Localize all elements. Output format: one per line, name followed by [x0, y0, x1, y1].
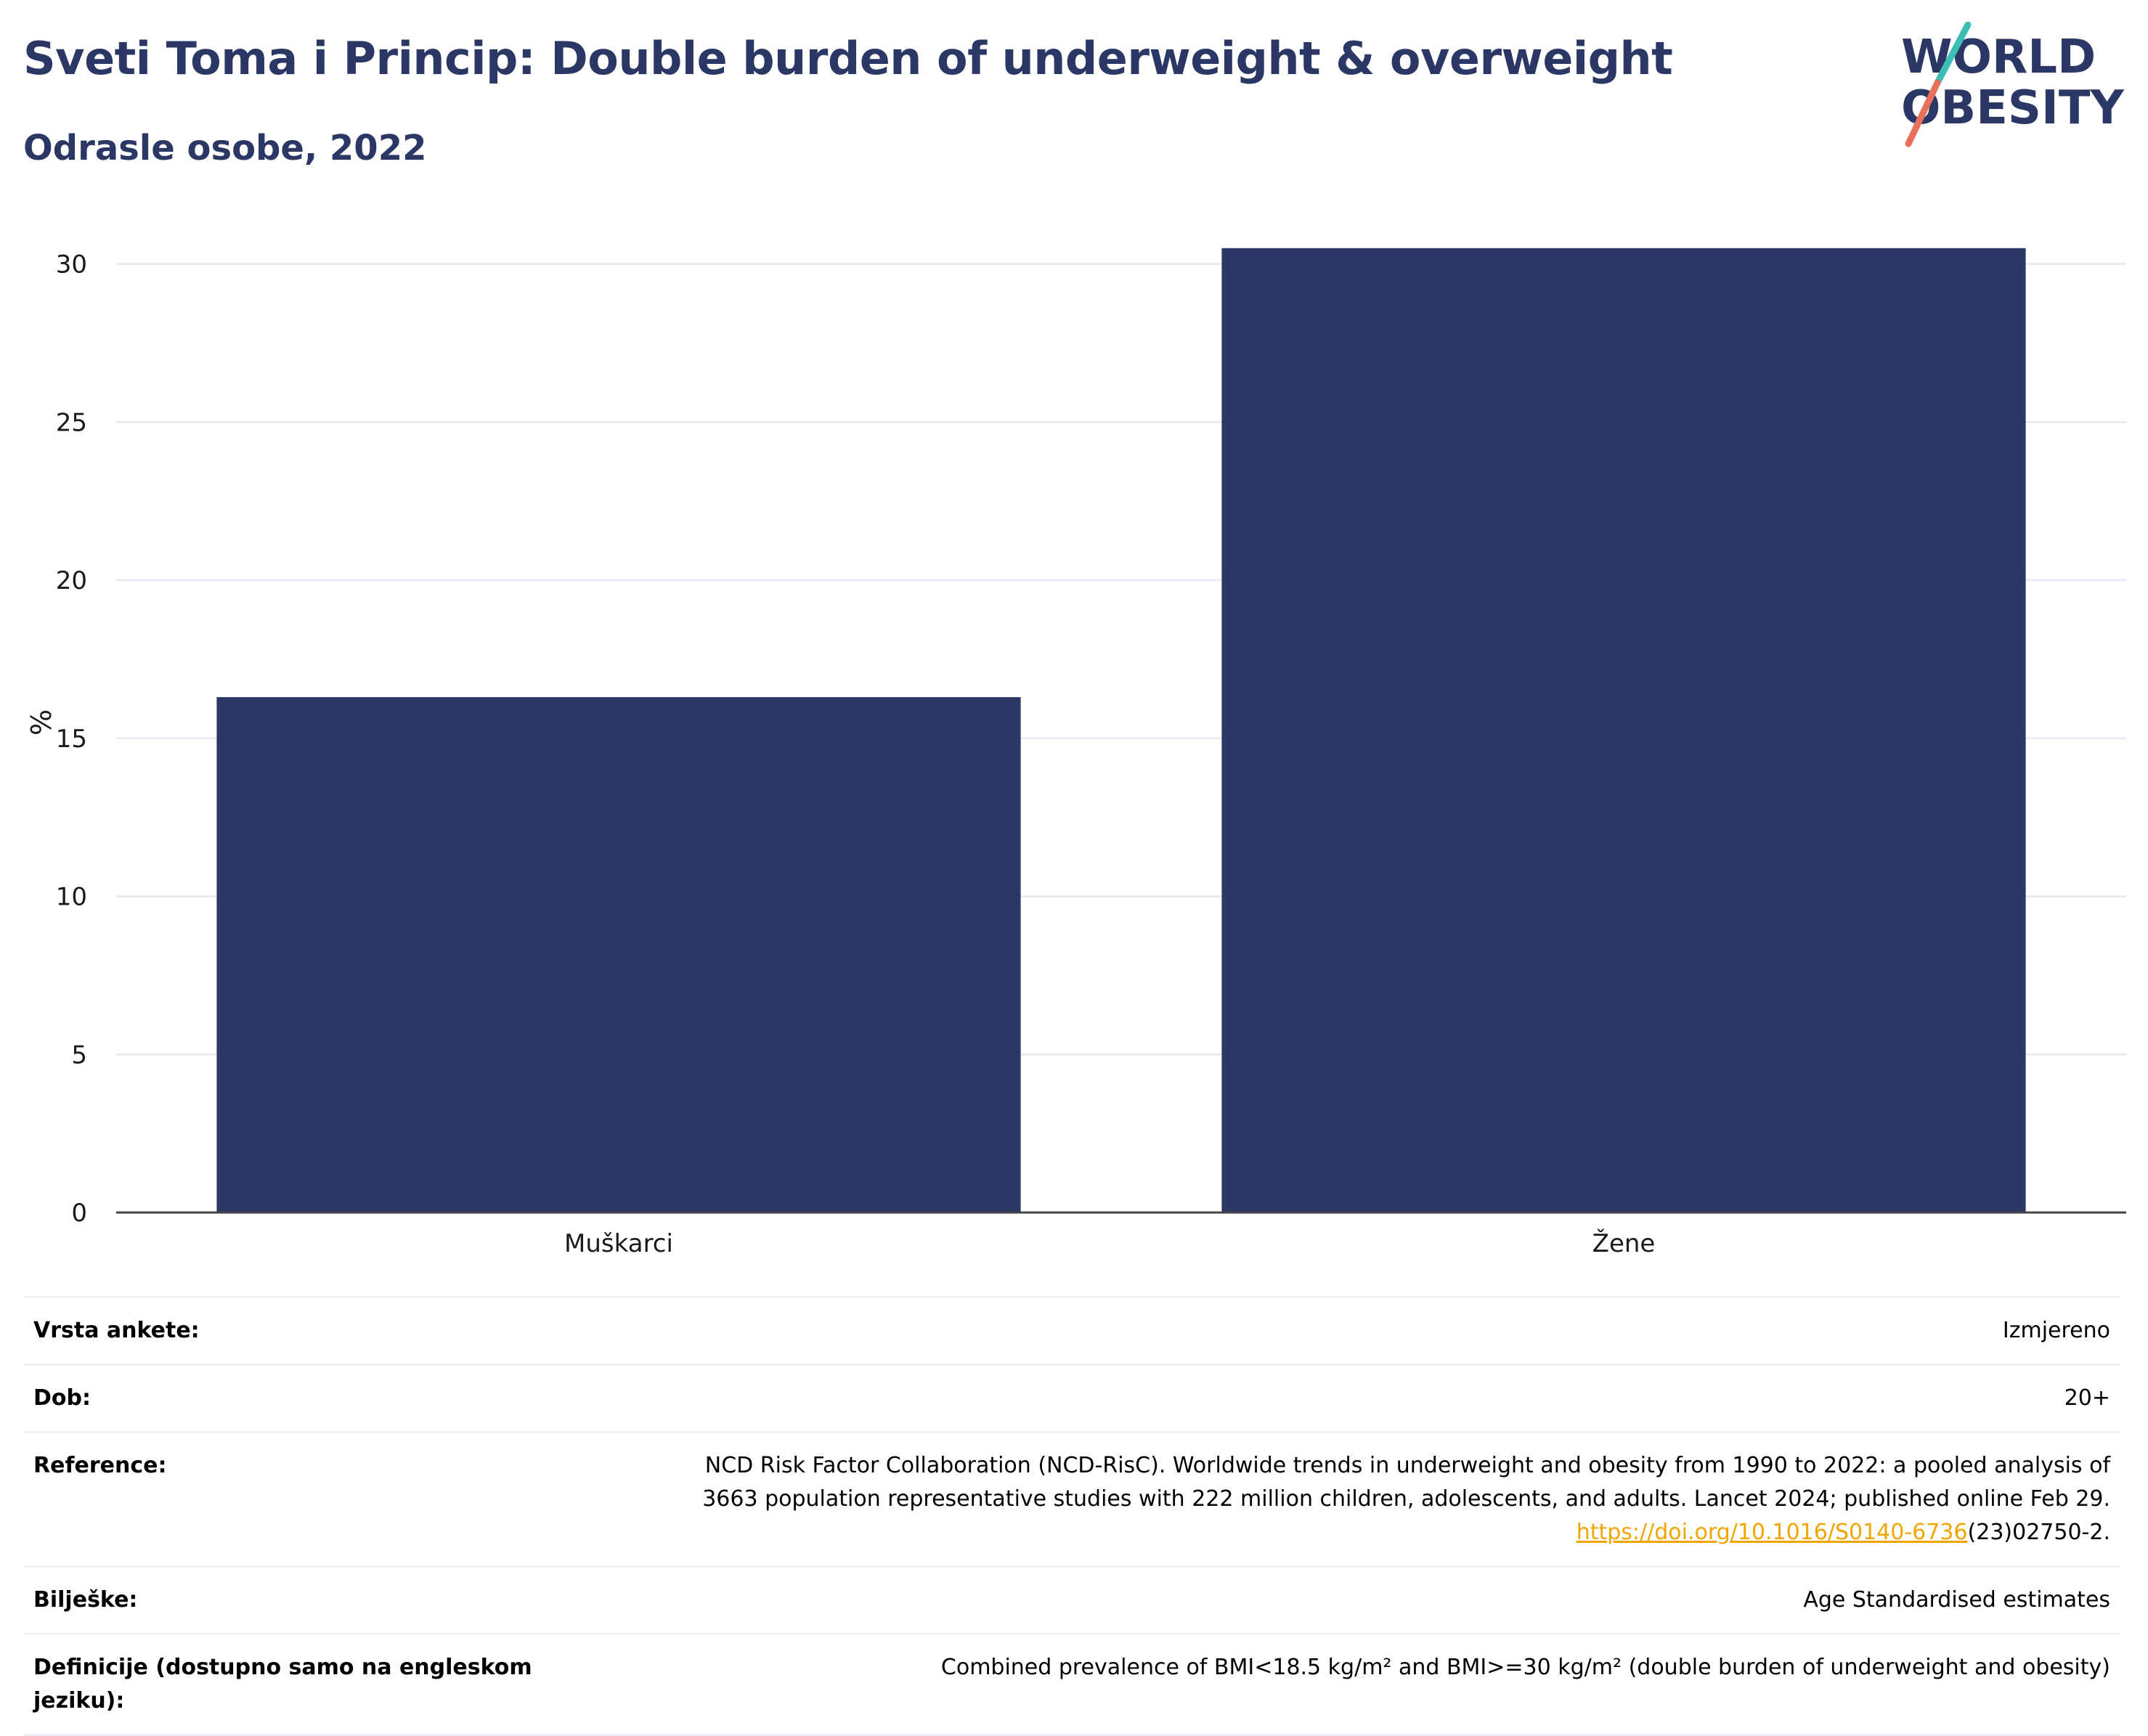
info-key: Reference: — [33, 1453, 167, 1478]
info-row-notes: Bilješke: Age Standardised estimates — [23, 1566, 2120, 1634]
info-key: Vrsta ankete: — [33, 1318, 200, 1343]
info-row-age: Dob: 20+ — [23, 1364, 2120, 1433]
info-row-survey-type: Vrsta ankete: Izmjereno — [23, 1297, 2120, 1365]
logo-line2: OBESITY — [1901, 81, 2124, 135]
logo-line1: WORLD — [1901, 30, 2096, 84]
info-value: Combined prevalence of BMI<18.5 kg/m² an… — [940, 1655, 2110, 1680]
info-key: Dob: — [33, 1385, 91, 1411]
y-tick-label: 0 — [71, 1199, 87, 1228]
bar-0 — [216, 697, 1021, 1213]
info-value: Age Standardised estimates — [1803, 1587, 2110, 1613]
y-tick-label: 20 — [56, 566, 87, 595]
world-obesity-logo: WORLD OBESITY — [1901, 22, 2124, 147]
x-tick-label: Muškarci — [564, 1229, 673, 1258]
doi-suffix: (23)02750-2. — [1967, 1520, 2110, 1545]
x-tick-label: Žene — [1592, 1228, 1656, 1258]
reference-line-2: 3663 population representative studies w… — [702, 1486, 2110, 1512]
info-value: Izmjereno — [2002, 1318, 2110, 1343]
chart-title: Sveti Toma i Princip: Double burden of u… — [23, 32, 1673, 85]
y-tick-label: 25 — [56, 408, 87, 437]
doi-link[interactable]: https://doi.org/10.1016/S0140-6736 — [1576, 1520, 1968, 1545]
reference-line-1: NCD Risk Factor Collaboration (NCD-RisC)… — [704, 1453, 2110, 1478]
y-tick-label: 10 — [56, 883, 87, 912]
chart-subtitle: Odrasle osobe, 2022 — [23, 128, 427, 168]
reference-line-3: https://doi.org/10.1016/S0140-6736(23)02… — [562, 1516, 2110, 1549]
info-key: Bilješke: — [33, 1587, 138, 1613]
y-tick-label: 5 — [71, 1040, 87, 1069]
info-key: Definicije (dostupno samo na engleskom j… — [33, 1655, 532, 1713]
bar-1 — [1221, 248, 2026, 1213]
y-tick-label: 15 — [56, 725, 87, 754]
bar-chart: 0 5 10 15 20 25 30 Muškarci Žene% — [25, 248, 2126, 1258]
y-tick-label: 30 — [56, 250, 87, 280]
info-value: NCD Risk Factor Collaboration (NCD-RisC)… — [552, 1433, 2120, 1567]
info-value: 20+ — [2064, 1385, 2110, 1411]
info-row-reference: Reference: NCD Risk Factor Collaboration… — [23, 1432, 2120, 1567]
y-axis-title: % — [25, 709, 57, 735]
info-row-definitions: Definicije (dostupno samo na engleskom j… — [23, 1634, 2120, 1735]
info-table: Vrsta ankete: Izmjereno Dob: 20+ Referen… — [23, 1296, 2120, 1736]
